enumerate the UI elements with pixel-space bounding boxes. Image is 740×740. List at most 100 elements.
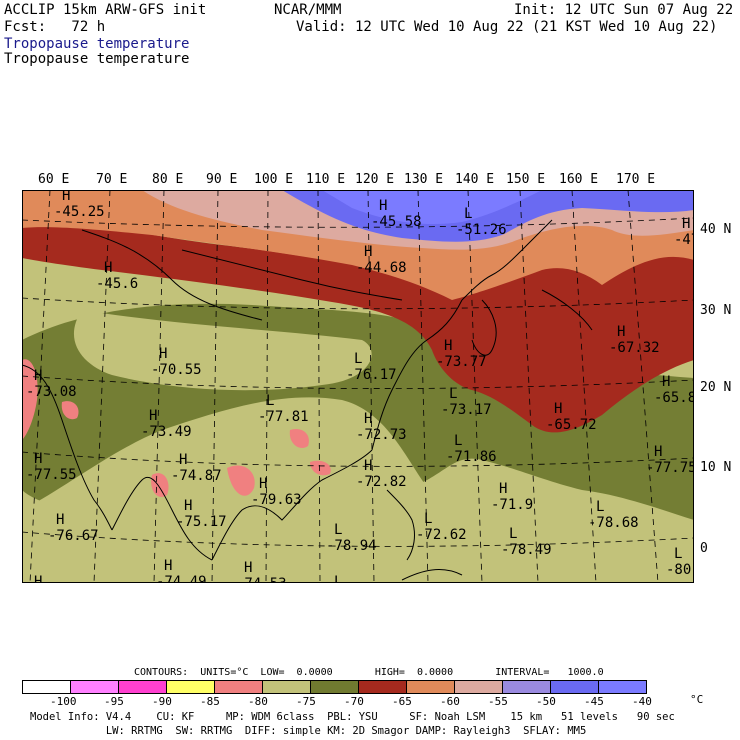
band-minus75-plateau [73,310,372,391]
lon-label: 170 E [616,172,656,187]
extremum-value: -78.94 [326,538,377,554]
patch-minus80 [310,460,331,476]
lat-label: 10 N [700,460,732,475]
scale-swatch [407,681,455,693]
lon-label: 60 E [38,172,70,187]
extremum-value: -67.32 [609,340,660,356]
extremum-value: -47 [674,232,694,248]
extremum-value: -74.49 [156,574,207,583]
low-marker: L [334,574,342,583]
extremum-value: -71.86 [446,449,497,465]
low-marker: L [596,499,604,515]
init-time: Init: 12 UTC Sun 07 Aug 22 [514,2,734,18]
low-marker: L [424,511,432,527]
scale-tick-label: -50 [536,695,556,708]
high-marker: H [364,458,372,474]
high-marker: H [364,244,372,260]
extremum-value: -76.17 [346,367,397,383]
scale-swatch [551,681,599,693]
extrema-labels: H-45.25H-45.58L-51.26H-47H-44.68H-45.6H-… [26,190,694,583]
extremum-value: -74.53 [236,576,287,583]
extremum-value: -72.62 [416,527,467,543]
scale-swatch [23,681,71,693]
extremum-value: -80.1 [666,562,694,578]
extremum-value: -72.82 [356,474,407,490]
scale-unit: °C [690,693,704,706]
color-scale [22,680,647,694]
high-marker: H [662,374,670,390]
lon-label: 120 E [355,172,395,187]
extremum-value: -73.49 [141,424,192,440]
extremum-value: -44.68 [356,260,407,276]
lat-label: 40 N [700,222,732,237]
scale-swatch [455,681,503,693]
lon-label: 70 E [96,172,128,187]
low-marker: L [674,546,682,562]
graticule [22,190,694,583]
map-frame [22,190,694,583]
scale-tick-label: -65 [392,695,412,708]
model-info-2: LW: RRTMG SW: RRTMG DIFF: simple KM: 2D … [30,725,587,737]
model-title: ACCLIP 15km ARW-GFS init [4,2,207,18]
high-marker: H [554,401,562,417]
field-title-2: Tropopause temperature [4,51,190,67]
scale-tick-label: -55 [488,695,508,708]
low-marker: L [454,433,462,449]
high-marker: H [444,338,452,354]
scale-tick-label: -40 [632,695,652,708]
scale-swatch [167,681,215,693]
high-marker: H [654,444,662,460]
scale-swatch [215,681,263,693]
scale-tick-label: -100 [50,695,77,708]
extremum-value: -76.67 [48,528,99,544]
lon-label: 90 E [206,172,238,187]
band-minus75-south [22,397,694,583]
patch-minus80 [227,465,255,496]
scale-tick-label: -45 [584,695,604,708]
lat-label: 20 N [700,380,732,395]
coastlines [22,219,593,581]
patch-minus80 [61,401,79,420]
high-marker: H [617,324,625,340]
lon-label: 110 E [306,172,346,187]
lat-label: 30 N [700,303,732,318]
extremum-value: -65.72 [546,417,597,433]
extremum-value: -73.77 [436,354,487,370]
high-marker: H [34,451,42,467]
extremum-value: -78.49 [501,542,552,558]
lon-label: 130 E [404,172,444,187]
high-marker: H [244,560,252,576]
low-marker: L [334,522,342,538]
scale-tick-label: -80 [248,695,268,708]
scale-tick-label: -95 [104,695,124,708]
high-marker: H [159,346,167,362]
scale-swatch [119,681,167,693]
extremum-value: -45.6 [96,276,138,292]
low-marker: L [266,393,274,409]
extremum-value: -74.87 [171,468,222,484]
extremum-value: -78.68 [588,515,639,531]
band-minus40 [322,190,542,225]
high-marker: H [149,408,157,424]
extremum-value: -73.17 [441,402,492,418]
valid-time: Valid: 12 UTC Wed 10 Aug 22 (21 KST Wed … [296,19,718,35]
extremum-value: -71.9 [491,497,533,513]
contour-info: CONTOURS: UNITS=°C LOW= 0.0000 HIGH= 0.0… [134,667,604,678]
lon-label: 100 E [254,172,294,187]
lon-label: 80 E [152,172,184,187]
extremum-value: -77.75 [646,460,694,476]
patch-minus80 [289,428,309,449]
scale-tick-label: -60 [440,695,460,708]
scale-swatch [359,681,407,693]
lon-label: 150 E [506,172,546,187]
low-marker: L [509,526,517,542]
extremum-value: -65.86 [654,390,694,406]
high-marker: H [499,481,507,497]
high-marker: H [34,574,42,583]
extremum-value: -77.55 [26,467,77,483]
extremum-value: -51.26 [456,222,507,238]
high-marker: H [34,368,42,384]
patch-minus80 [22,359,38,440]
high-marker: H [259,476,267,492]
extremum-value: -70.55 [151,362,202,378]
